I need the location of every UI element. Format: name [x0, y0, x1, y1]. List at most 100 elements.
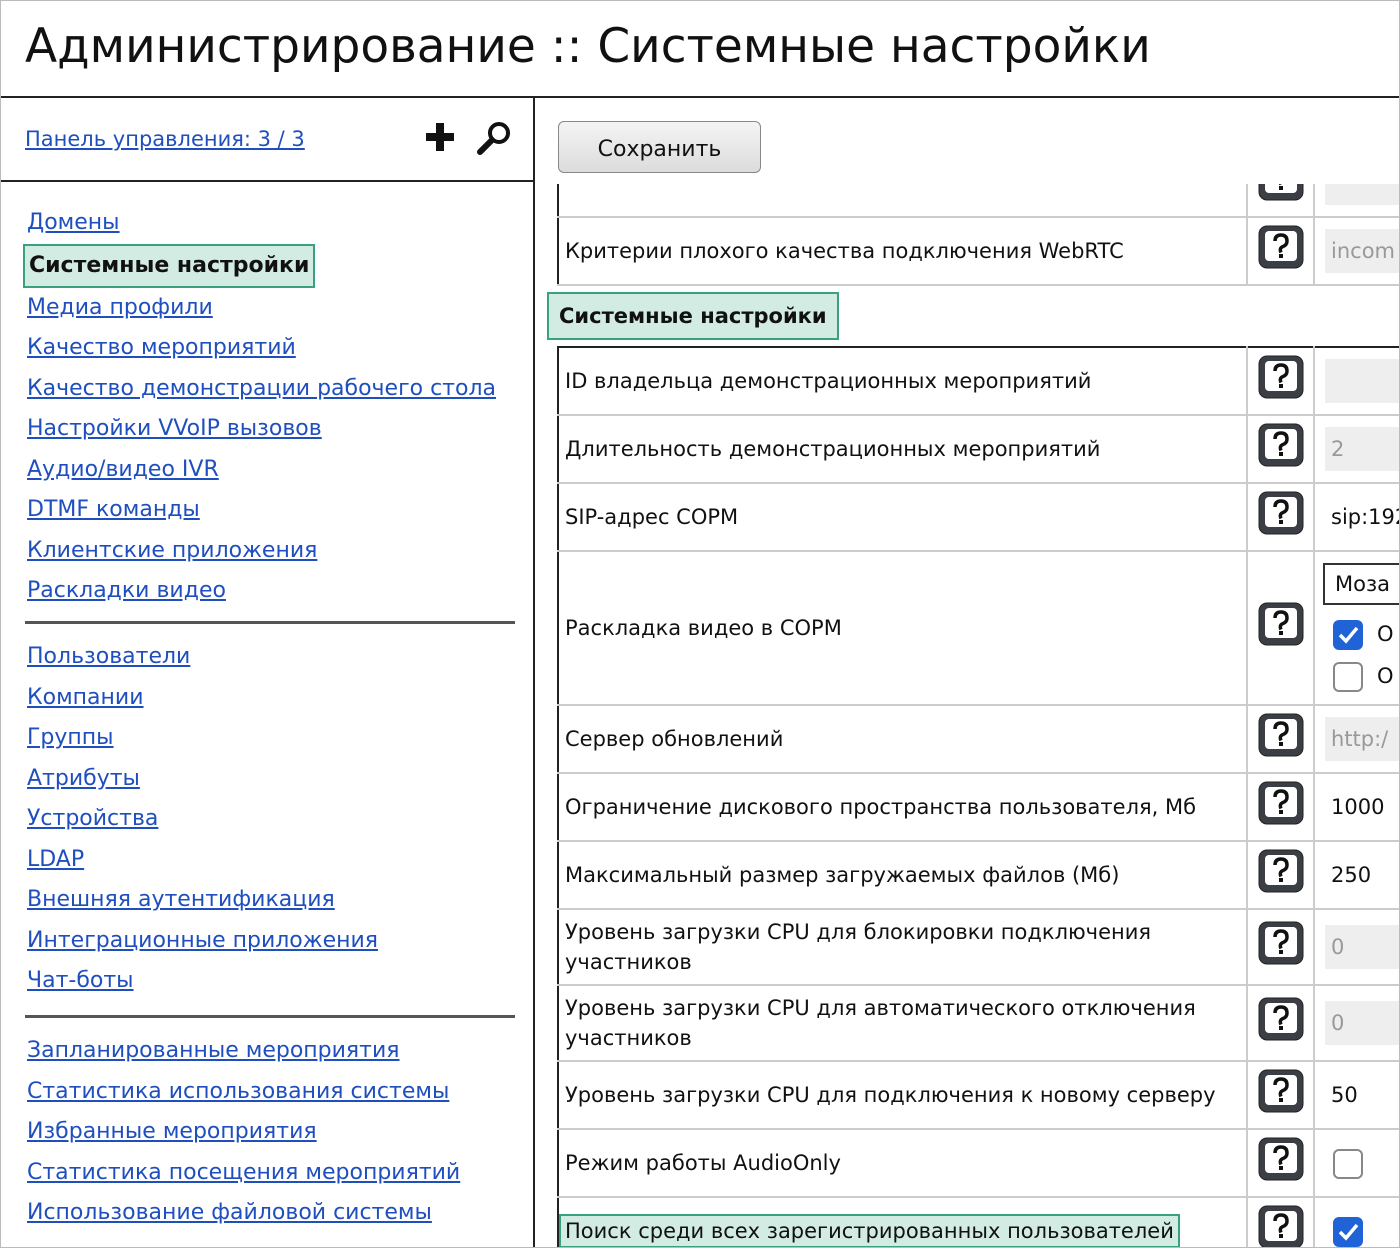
- settings-row: Сервер обновлений http:/: [558, 705, 1399, 774]
- checkbox[interactable]: [1333, 662, 1363, 692]
- select[interactable]: Моза: [1323, 563, 1399, 605]
- help-cell: [1246, 551, 1315, 706]
- value-cell: [1314, 184, 1399, 218]
- help-cell: [1246, 184, 1315, 218]
- value-input: incom: [1325, 229, 1399, 273]
- value-input[interactable]: 250: [1331, 863, 1372, 887]
- help-icon[interactable]: [1258, 713, 1304, 757]
- nav-link[interactable]: Запланированные мероприятия: [27, 1038, 400, 1063]
- nav-link[interactable]: Статистика посещения мероприятий: [27, 1159, 461, 1185]
- search-icon[interactable]: [475, 119, 515, 157]
- help-cell: [1246, 415, 1315, 484]
- nav-item: Пользователи: [23, 637, 378, 678]
- nav-link[interactable]: Группы: [27, 725, 114, 750]
- nav-item: Статистика посещения мероприятий: [23, 1153, 460, 1194]
- nav-link[interactable]: Устройства: [27, 806, 159, 831]
- help-cell: [1246, 841, 1315, 910]
- checkbox[interactable]: [1333, 1216, 1363, 1247]
- nav-link[interactable]: DTMF команды: [27, 497, 200, 522]
- help-cell: [1246, 1061, 1315, 1130]
- setting-label: [558, 184, 1247, 218]
- value-input[interactable]: 1000: [1331, 795, 1385, 819]
- settings-row: Раскладка видео в СОРМ Моза О О: [558, 551, 1399, 706]
- value-cell: 1000: [1314, 773, 1399, 842]
- nav-item: Устройства: [23, 799, 378, 840]
- nav-item: Чат-боты: [23, 961, 378, 1002]
- settings-row: SIP-адрес СОРМ sip:192: [558, 483, 1399, 552]
- help-icon[interactable]: [1258, 921, 1304, 965]
- nav-link[interactable]: Чат-боты: [27, 968, 134, 993]
- help-icon[interactable]: [1258, 1137, 1304, 1181]
- nav-link[interactable]: LDAP: [27, 846, 85, 872]
- nav-item: Качество демонстрации рабочего стола: [23, 369, 496, 410]
- option: О: [1325, 655, 1399, 697]
- option-label: О: [1377, 664, 1394, 688]
- sidebar-border: [533, 97, 535, 1247]
- value-input: 2: [1325, 427, 1399, 471]
- nav-link[interactable]: Интеграционные приложения: [27, 927, 379, 953]
- header-border: [1, 96, 1399, 98]
- nav-link[interactable]: Компании: [27, 684, 144, 710]
- checkbox[interactable]: [1333, 620, 1363, 650]
- setting-label: Длительность демонстрационных мероприяти…: [558, 415, 1247, 484]
- panel-link[interactable]: Панель управления: 3 / 3: [25, 127, 305, 151]
- nav-link[interactable]: Избранные мероприятия: [27, 1119, 317, 1144]
- nav-link[interactable]: Пользователи: [27, 644, 191, 669]
- nav-item: Домены: [23, 203, 496, 244]
- nav-link[interactable]: Настройки VVoIP вызовов: [27, 416, 322, 441]
- settings-table: ID владельца демонстрационных мероприяти…: [557, 346, 1399, 1247]
- help-icon[interactable]: [1258, 1069, 1304, 1113]
- nav-group: Пользователи Компании Группы Атрибуты Устрой…: [23, 637, 378, 1002]
- help-icon[interactable]: [1258, 1205, 1304, 1247]
- checkbox[interactable]: [1333, 1148, 1363, 1179]
- nav-link[interactable]: Использование файловой системы: [27, 1200, 432, 1225]
- help-icon[interactable]: [1258, 355, 1304, 399]
- help-icon[interactable]: [1258, 423, 1304, 467]
- setting-label: Режим работы AudioOnly: [558, 1129, 1247, 1198]
- settings-row: Длительность демонстрационных мероприяти…: [558, 415, 1399, 484]
- nav-link[interactable]: Домены: [27, 210, 120, 235]
- nav-item: Запланированные мероприятия: [23, 1031, 460, 1072]
- help-cell: [1246, 909, 1315, 986]
- setting-label: SIP-адрес СОРМ: [558, 483, 1247, 552]
- nav-link[interactable]: Аудио/видео IVR: [27, 456, 219, 482]
- separator: [25, 1015, 515, 1018]
- nav-link[interactable]: Внешняя аутентификация: [27, 887, 335, 912]
- nav-link[interactable]: Атрибуты: [27, 765, 140, 791]
- nav-item: Настройки VVoIP вызовов: [23, 409, 496, 450]
- nav-link[interactable]: Медиа профили: [27, 294, 213, 320]
- save-button[interactable]: Сохранить: [558, 121, 761, 173]
- nav-link[interactable]: Качество демонстрации рабочего стола: [27, 375, 497, 401]
- add-icon[interactable]: [424, 119, 456, 155]
- nav-link[interactable]: Статистика использования системы: [27, 1078, 450, 1104]
- section-title: Системные настройки: [547, 292, 839, 340]
- nav-item: LDAP: [23, 840, 378, 881]
- help-icon[interactable]: [1258, 781, 1304, 825]
- value-input[interactable]: 50: [1331, 1083, 1358, 1107]
- value-cell: Моза О О: [1314, 551, 1399, 706]
- nav-item: Использование файловой системы: [23, 1193, 460, 1234]
- help-cell: [1246, 705, 1315, 774]
- nav-link[interactable]: Качество мероприятий: [27, 335, 296, 360]
- value-input: 0: [1325, 1001, 1399, 1045]
- help-icon[interactable]: [1258, 602, 1304, 646]
- help-icon[interactable]: [1258, 225, 1304, 269]
- help-cell: [1246, 483, 1315, 552]
- nav-link[interactable]: Клиентские приложения: [27, 537, 318, 563]
- help-icon[interactable]: [1258, 997, 1304, 1041]
- settings-row: Режим работы AudioOnly: [558, 1129, 1399, 1198]
- help-icon[interactable]: [1258, 491, 1304, 535]
- help-cell: [1246, 347, 1315, 416]
- sidebar-divider: [1, 180, 534, 182]
- help-icon[interactable]: [1258, 849, 1304, 893]
- value-cell: 0: [1314, 985, 1399, 1062]
- nav-item: Раскладки видео: [23, 571, 496, 612]
- option-label: О: [1377, 622, 1394, 646]
- settings-row: Ограничение дискового пространства польз…: [558, 773, 1399, 842]
- nav-link[interactable]: Раскладки видео: [27, 578, 226, 603]
- help-icon[interactable]: [1258, 184, 1304, 201]
- value-input[interactable]: sip:192: [1331, 505, 1399, 529]
- setting-label: Ограничение дискового пространства польз…: [558, 773, 1247, 842]
- value-input: [1325, 359, 1399, 403]
